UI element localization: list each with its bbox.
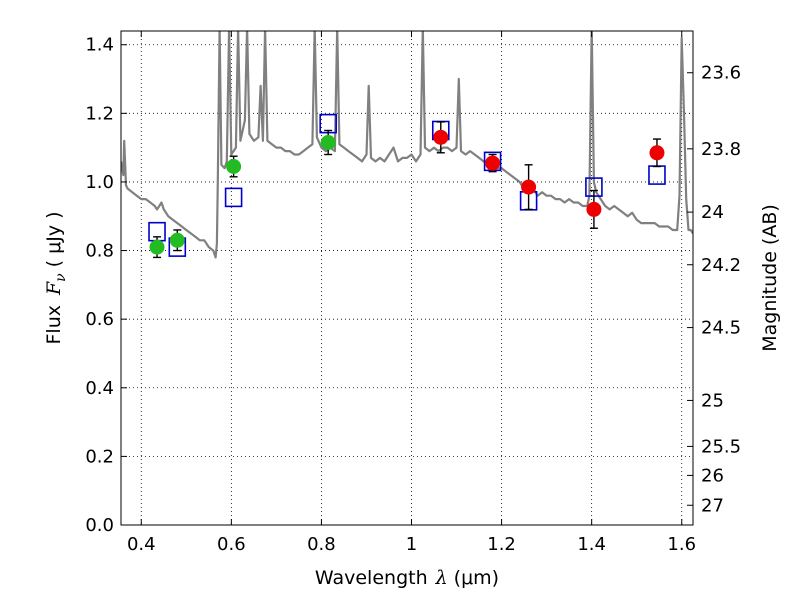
plot-area bbox=[121, 31, 693, 259]
y-tick-label: 0.6 bbox=[85, 309, 114, 330]
y-tick-label: 0.8 bbox=[85, 241, 114, 262]
axes-ticks: 0.4 0.6 0.8 1 1.2 1.4 1.6 0.0 0.2 0.4 0.6 0.8 1.0 1.2… bbox=[85, 31, 741, 555]
y-tick-label: 0.4 bbox=[85, 378, 114, 399]
y2-axis-label: Magnitude (AB) bbox=[759, 204, 781, 352]
nir-phot-point bbox=[521, 179, 537, 195]
mag-tick-label: 26 bbox=[701, 465, 724, 486]
x-tick-label: 0.6 bbox=[217, 534, 246, 555]
y-tick-label: 0.2 bbox=[85, 446, 114, 467]
optical-phot-point bbox=[320, 134, 336, 150]
mag-tick-label: 23.8 bbox=[701, 139, 741, 160]
y-tick-label: 1.2 bbox=[85, 103, 114, 124]
optical-phot-point bbox=[149, 239, 165, 255]
mag-tick-label: 25 bbox=[701, 390, 724, 411]
nir-phot-point bbox=[586, 201, 602, 217]
nir-phot-point bbox=[649, 145, 665, 161]
mag-tick-label: 25.5 bbox=[701, 436, 741, 457]
x-tick-label: 1.2 bbox=[487, 534, 516, 555]
plot-frame bbox=[120, 30, 694, 526]
x-tick-label: 1.4 bbox=[577, 534, 606, 555]
mag-tick-label: 27 bbox=[701, 495, 724, 516]
nir-phot-point bbox=[485, 155, 501, 171]
x-tick-label: 1.6 bbox=[667, 534, 696, 555]
mag-tick-label: 23.6 bbox=[701, 63, 741, 84]
optical-phot-point bbox=[226, 159, 242, 175]
mag-tick-label: 24.5 bbox=[701, 318, 741, 339]
y-tick-label: 1.4 bbox=[85, 35, 114, 56]
x-tick-label: 0.8 bbox=[307, 534, 336, 555]
nir-phot-point bbox=[433, 129, 449, 145]
x-tick-label: 0.4 bbox=[127, 534, 156, 555]
model-phot-square bbox=[224, 187, 243, 208]
model-sed-line bbox=[121, 31, 693, 259]
x-axis-label: Wavelength λ (μm) bbox=[315, 567, 499, 589]
optical-phot-point bbox=[169, 232, 185, 248]
model-phot-square bbox=[648, 165, 666, 185]
x-tick-label: 1 bbox=[406, 534, 417, 555]
y-tick-label: 1.0 bbox=[85, 172, 114, 193]
mag-tick-label: 24.2 bbox=[701, 255, 741, 276]
grid bbox=[121, 31, 693, 526]
y-tick-label: 0.0 bbox=[85, 515, 114, 536]
y-axis-label: FluxFν( μJy ) bbox=[43, 211, 69, 344]
mag-tick-label: 24 bbox=[701, 202, 724, 223]
